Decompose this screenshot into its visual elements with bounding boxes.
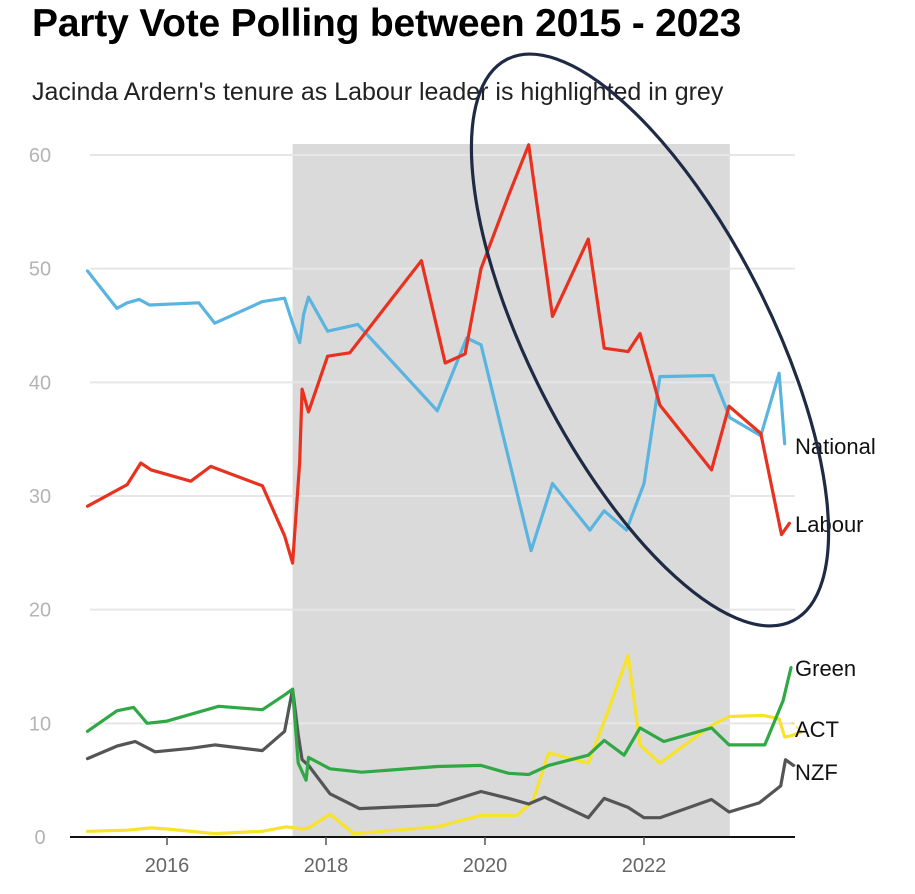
chart-subtitle: Jacinda Ardern's tenure as Labour leader… (32, 78, 724, 106)
y-axis-ticks: 0 10 20 30 40 50 60 (29, 145, 51, 849)
x-tick-label-2020: 2020 (463, 855, 508, 877)
chart-title: Party Vote Polling between 2015 - 2023 (32, 2, 742, 45)
series-lines-group (85, 143, 803, 836)
x-tick-label-2016: 2016 (145, 855, 190, 877)
series-label-nzf: NZF (795, 760, 838, 785)
x-tick-label-2022: 2022 (622, 855, 667, 877)
highlight-ellipse-annotation (469, 52, 831, 628)
y-tick-label-60: 60 (29, 145, 51, 167)
series-line-national (85, 269, 787, 553)
ardern-tenure-highlight (292, 144, 730, 837)
series-label-green: Green (795, 656, 856, 681)
y-tick-label-10: 10 (29, 713, 51, 735)
series-line-nzf (85, 687, 796, 820)
series-line-green (85, 665, 793, 782)
x-tick-label-2018: 2018 (304, 855, 349, 877)
y-tick-label-30: 30 (29, 486, 51, 508)
highlight-region-group (292, 144, 730, 837)
series-label-national: National (795, 434, 876, 459)
series-leader-act (789, 720, 804, 733)
y-tick-label-50: 50 (29, 259, 51, 281)
y-tick-label-20: 20 (29, 600, 51, 622)
y-tick-label-40: 40 (29, 372, 51, 394)
x-axis: 2016 2018 2020 2022 (70, 836, 795, 877)
series-line-labour (85, 143, 792, 565)
series-leader-nzf (789, 763, 796, 767)
series-line-act (85, 653, 803, 836)
annotation-group (469, 52, 831, 628)
gridlines-group (90, 154, 795, 725)
y-tick-label-0: 0 (34, 827, 45, 849)
series-label-act: ACT (795, 717, 839, 742)
